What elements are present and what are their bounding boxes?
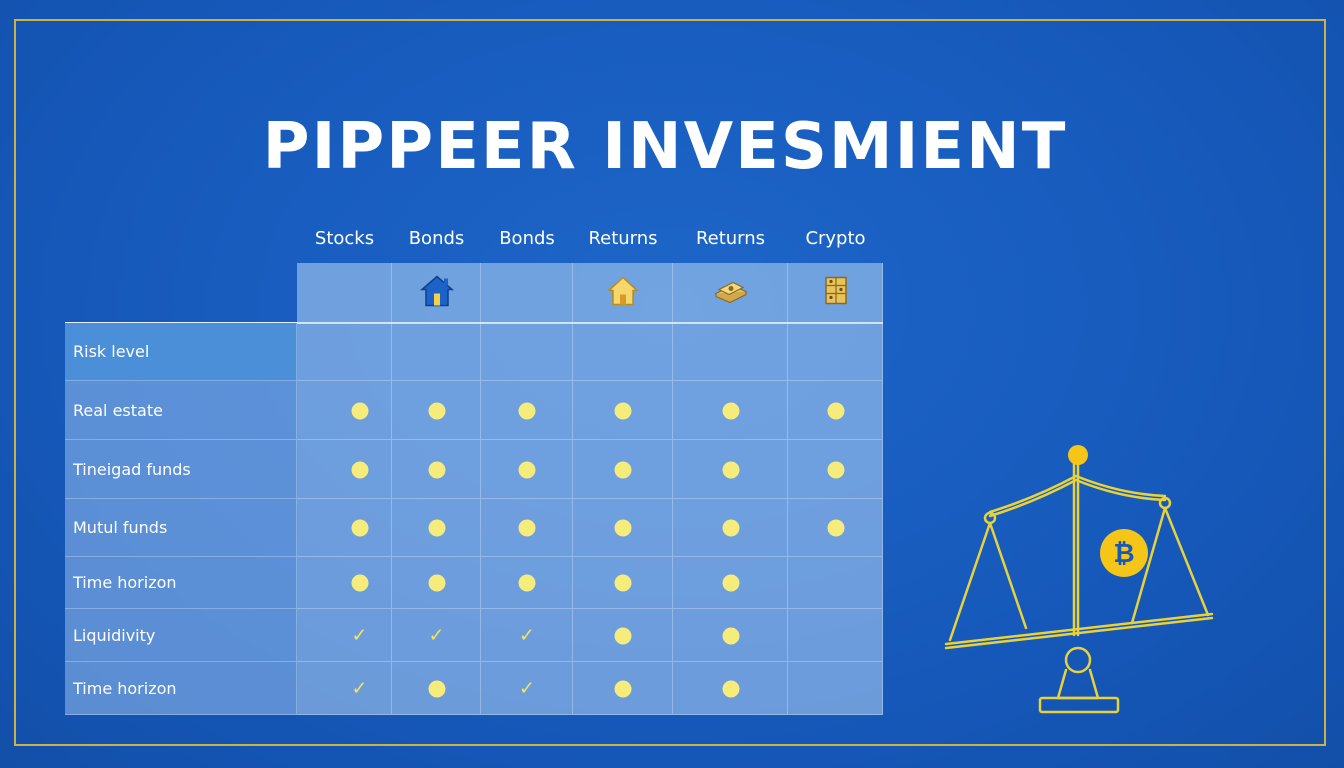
table-cell: [788, 323, 883, 381]
house-yellow-icon: [604, 272, 642, 315]
dot-indicator-icon: [518, 519, 536, 537]
gold-bars-icon: [817, 272, 855, 315]
dot-indicator-icon: [722, 680, 739, 697]
row-label: Liquidivity: [65, 609, 297, 662]
dot-indicator-icon: [722, 627, 739, 644]
svg-text:₿: ₿: [1113, 539, 1134, 569]
dot-indicator-icon: [518, 461, 536, 478]
page-title: PIPPEER INVESMIENT: [262, 110, 1068, 184]
table-cell: [297, 381, 392, 440]
checkmark-icon: ✓: [519, 624, 535, 646]
row-label: Time horizon: [65, 557, 297, 609]
table-cell: [297, 609, 392, 662]
dot-indicator-icon: [614, 402, 632, 419]
row-label: Real estate: [65, 381, 297, 440]
table-cell: [297, 557, 392, 609]
dot-indicator-icon: [827, 461, 844, 478]
table-cell: [392, 609, 481, 662]
dot-indicator-icon: [614, 680, 632, 697]
checkmark-icon: ✓: [351, 624, 368, 646]
dot-indicator-icon: [351, 461, 368, 478]
table-cell: [481, 323, 573, 381]
page-frame: [14, 19, 1326, 746]
icon-cell-3: [481, 263, 573, 323]
dot-indicator-icon: [428, 519, 445, 537]
checkmark-icon: ✓: [428, 624, 445, 646]
table-cell: [788, 557, 883, 609]
table-cell: [297, 440, 392, 499]
checkmark-icon: ✓: [519, 677, 535, 699]
dot-indicator-icon: [614, 519, 632, 537]
row-label: Risk level: [65, 323, 297, 381]
table-cell: [481, 662, 573, 715]
dot-indicator-icon: [351, 402, 368, 419]
table-cell: [297, 323, 392, 381]
column-header-2: Bonds: [408, 228, 465, 249]
dot-indicator-icon: [518, 574, 536, 592]
money-stack-icon: [712, 272, 750, 315]
comparison-table: Risk level Real estate Tineigad funds Mutul…: [65, 263, 883, 715]
dot-indicator-icon: [722, 461, 739, 478]
dot-indicator-icon: [722, 402, 739, 419]
house-blue-icon: [418, 272, 456, 315]
column-header-6: Crypto: [805, 228, 866, 249]
balance-scale-bitcoin-icon: ₿: [944, 445, 1214, 714]
icon-cell-5: [673, 263, 788, 323]
table-cell: [788, 609, 883, 662]
column-header-5: Returns: [695, 228, 766, 249]
dot-indicator-icon: [351, 574, 368, 592]
table-cell: [392, 323, 481, 381]
table-cell: [481, 609, 573, 662]
dot-indicator-icon: [428, 461, 445, 478]
dot-indicator-icon: [827, 519, 844, 537]
table-cell: [673, 323, 788, 381]
dot-indicator-icon: [614, 461, 632, 478]
checkmark-icon: ✓: [351, 677, 368, 699]
column-header-3: Bonds: [499, 228, 555, 249]
table-cell: [788, 662, 883, 715]
dot-indicator-icon: [351, 519, 368, 537]
row-label: Mutul funds: [65, 499, 297, 557]
dot-indicator-icon: [614, 627, 632, 644]
row-label: Tineigad funds: [65, 440, 297, 499]
dot-indicator-icon: [428, 402, 445, 419]
dot-indicator-icon: [722, 574, 739, 592]
table-cell: [573, 323, 673, 381]
column-header-4: Returns: [588, 228, 658, 249]
dot-indicator-icon: [614, 574, 632, 592]
table-cell: [297, 499, 392, 557]
row-label: Time horizon: [65, 662, 297, 715]
table-cell: [297, 662, 392, 715]
dot-indicator-icon: [428, 680, 445, 697]
dot-indicator-icon: [518, 402, 536, 419]
icon-cell-1: [297, 263, 392, 323]
column-header-1: Stocks: [314, 228, 375, 249]
dot-indicator-icon: [827, 402, 844, 419]
dot-indicator-icon: [722, 519, 739, 537]
dot-indicator-icon: [428, 574, 445, 592]
